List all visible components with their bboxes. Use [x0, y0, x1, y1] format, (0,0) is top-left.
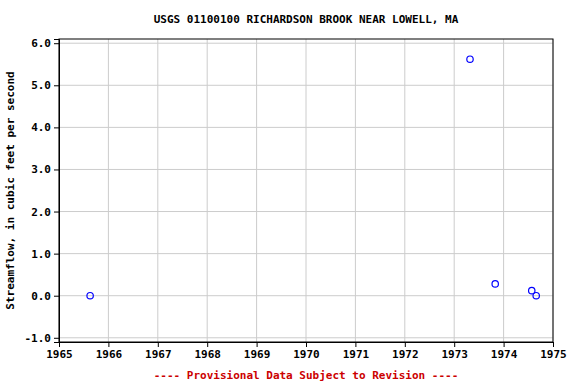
y-tick-label: 3.0: [31, 163, 51, 176]
points: [87, 56, 539, 299]
y-tick-mark: [54, 212, 59, 213]
x-tick-label: 1973: [441, 348, 468, 361]
y-axis: -1.0 0.0 1.0 2.0 3.0 4.0 5.0 6.0: [25, 37, 60, 345]
point: [467, 56, 473, 62]
grid-line: [404, 39, 405, 342]
x-tick-mark: [504, 342, 505, 347]
x-tick-mark: [257, 342, 258, 347]
grid-line: [207, 39, 208, 342]
y-tick-label: 2.0: [31, 206, 51, 219]
x-tick: 1969: [244, 342, 271, 361]
grid-line: [59, 85, 553, 86]
x-tick-mark: [454, 342, 455, 347]
grid-line: [108, 39, 109, 342]
x-tick: 1970: [293, 342, 320, 361]
annotation: ---- Provisional Data Subject to Revisio…: [154, 369, 459, 382]
y-tick: 4.0: [31, 121, 59, 134]
y-tick-label: 1.0: [31, 248, 51, 261]
grid-line: [503, 39, 504, 342]
x-tick: 1971: [343, 342, 370, 361]
y-axis-title: Streamflow, in cubic feet per second: [4, 71, 17, 309]
grid-line: [355, 39, 356, 342]
y-tick: 5.0: [31, 79, 59, 92]
point: [533, 293, 539, 299]
x-tick: 1973: [441, 342, 468, 361]
grid: [59, 39, 553, 342]
grid-line: [59, 211, 553, 212]
y-tick-mark: [54, 127, 59, 128]
grid-line: [454, 39, 455, 342]
x-tick-label: 1975: [540, 348, 567, 361]
x-tick-mark: [158, 342, 159, 347]
y-tick-mark: [54, 85, 59, 86]
y-tick-label: 0.0: [31, 290, 51, 303]
y-tick: 1.0: [31, 248, 59, 261]
y-tick: 2.0: [31, 206, 59, 219]
y-tick: 0.0: [31, 290, 59, 303]
y-tick: 3.0: [31, 163, 59, 176]
y-axis-line: [54, 40, 60, 343]
y-tick-mark: [54, 254, 59, 255]
y-tick-label: -1.0: [25, 332, 52, 345]
x-tick: 1966: [96, 342, 123, 361]
x-tick: 1972: [392, 342, 419, 361]
x-tick-label: 1966: [96, 348, 123, 361]
x-tick: 1975: [540, 342, 567, 361]
grid-line: [59, 337, 553, 338]
x-tick-mark: [108, 342, 109, 347]
x-tick: 1974: [491, 342, 518, 361]
grid-line: [59, 169, 553, 170]
x-tick-label: 1971: [343, 348, 370, 361]
title: USGS 01100100 RICHARDSON BROOK NEAR LOWE…: [154, 13, 459, 26]
grid-line: [306, 39, 307, 342]
y-tick: -1.0: [25, 332, 60, 345]
point: [87, 293, 93, 299]
x-tick-mark: [207, 342, 208, 347]
grid-line: [59, 127, 553, 128]
grid-line: [59, 295, 553, 296]
point: [492, 281, 498, 287]
x-tick-label: 1965: [46, 348, 73, 361]
x-tick-label: 1967: [145, 348, 172, 361]
x-tick: 1967: [145, 342, 172, 361]
x-tick-mark: [405, 342, 406, 347]
grid-line: [256, 39, 257, 342]
y-tick: 6.0: [31, 37, 59, 50]
x-tick-label: 1968: [194, 348, 221, 361]
chart: 1965 1966 1967 1968 1969 1970 1971 1972 1973 1974…: [0, 0, 576, 384]
plot-frame: [59, 39, 553, 342]
x-tick-label: 1974: [491, 348, 518, 361]
grid-line: [59, 253, 553, 254]
y-tick-mark: [54, 43, 59, 44]
x-tick-label: 1970: [293, 348, 320, 361]
x-axis: 1965 1966 1967 1968 1969 1970 1971 1972 1973 1974…: [46, 342, 567, 361]
x-tick-label: 1969: [244, 348, 271, 361]
y-tick-label: 6.0: [31, 37, 51, 50]
y-tick-label: 5.0: [31, 79, 51, 92]
grid-line: [157, 39, 158, 342]
x-axis-line: [60, 343, 554, 348]
y-tick-label: 4.0: [31, 121, 51, 134]
y-tick-mark: [54, 169, 59, 170]
x-tick: 1968: [194, 342, 221, 361]
x-tick-label: 1972: [392, 348, 419, 361]
y-tick-mark: [54, 296, 59, 297]
y-tick-mark: [54, 338, 59, 339]
grid-line: [59, 43, 553, 44]
x-tick-mark: [355, 342, 356, 347]
x-tick-mark: [553, 342, 554, 347]
x-tick-mark: [306, 342, 307, 347]
